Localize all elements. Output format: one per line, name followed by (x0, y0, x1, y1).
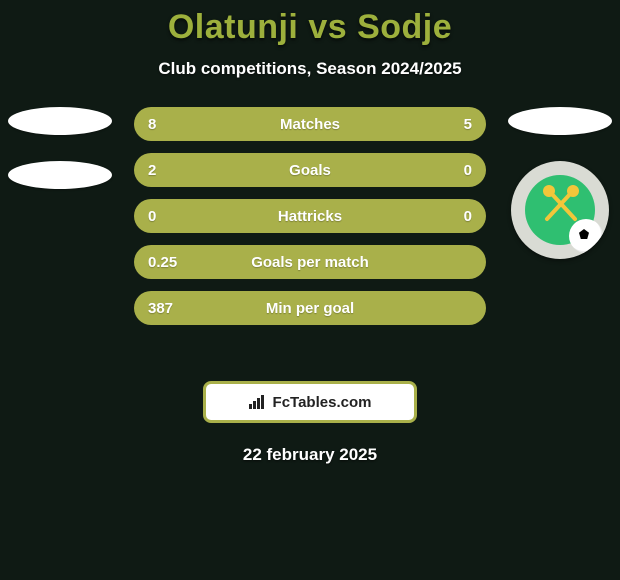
stat-left-value: 8 (148, 116, 204, 133)
stat-label: Goals (204, 162, 416, 179)
player-right-badge-1 (508, 107, 612, 135)
stat-right-value: 5 (416, 116, 472, 133)
player-right-badges (508, 107, 612, 259)
brand-badge: FcTables.com (203, 381, 417, 423)
stat-row: 387Min per goal (134, 291, 486, 325)
player-left-badges (8, 107, 112, 215)
stat-left-value: 2 (148, 162, 204, 179)
stat-left-value: 387 (148, 300, 204, 317)
player-right-club-crest (511, 161, 609, 259)
stat-left-value: 0.25 (148, 254, 204, 271)
stat-row: 2Goals0 (134, 153, 486, 187)
player-left-badge-1 (8, 107, 112, 135)
soccer-ball-icon (569, 219, 603, 253)
bar-chart-icon (249, 395, 267, 409)
crest-emblem (541, 185, 581, 225)
stats-rows: 8Matches52Goals00Hattricks00.25Goals per… (134, 107, 486, 325)
player-left-badge-2 (8, 161, 112, 189)
comparison-area: 8Matches52Goals00Hattricks00.25Goals per… (0, 107, 620, 367)
page-title: Olatunji vs Sodje (0, 8, 620, 47)
stat-label: Hattricks (204, 208, 416, 225)
brand-text: FcTables.com (273, 394, 372, 411)
stat-row: 0Hattricks0 (134, 199, 486, 233)
stat-row: 0.25Goals per match (134, 245, 486, 279)
stat-label: Min per goal (204, 300, 416, 317)
stat-left-value: 0 (148, 208, 204, 225)
stat-row: 8Matches5 (134, 107, 486, 141)
page-subtitle: Club competitions, Season 2024/2025 (0, 59, 620, 79)
stat-label: Matches (204, 116, 416, 133)
stat-right-value: 0 (416, 162, 472, 179)
crossed-utensils-icon (543, 185, 579, 219)
stat-right-value: 0 (416, 208, 472, 225)
stat-label: Goals per match (204, 254, 416, 271)
footer-date: 22 february 2025 (0, 445, 620, 465)
